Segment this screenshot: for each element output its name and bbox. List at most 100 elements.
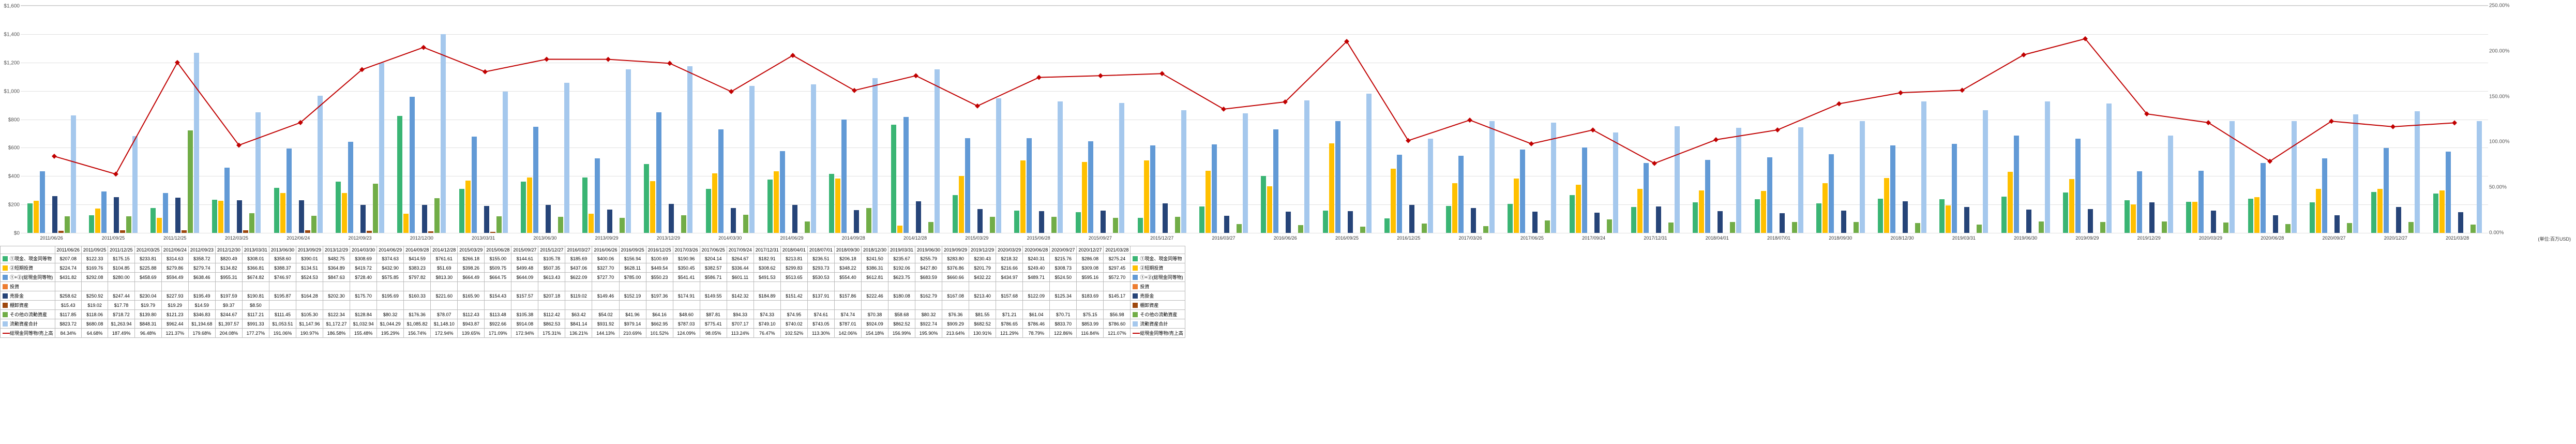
table-cell: $151.42 — [780, 291, 807, 301]
y-tick-left: $600 — [0, 145, 20, 151]
table-cell: $204.14 — [700, 254, 727, 263]
ratio-marker — [1713, 137, 1719, 142]
table-cell: 84.34% — [55, 329, 81, 338]
table-cell: $358.60 — [269, 254, 296, 263]
table-cell: $144.61 — [511, 254, 538, 263]
table-cell — [1104, 282, 1131, 291]
table-cell — [296, 301, 323, 310]
table-cell: $400.06 — [592, 254, 619, 263]
table-cell: $1,032.94 — [350, 319, 377, 329]
table-cell: $222.46 — [861, 291, 888, 301]
table-cell: $1,263.94 — [108, 319, 134, 329]
table-cell: $87.81 — [700, 310, 727, 319]
table-cell: 213.64% — [942, 329, 969, 338]
legend-swatch — [1133, 321, 1138, 327]
table-cell: $19.02 — [81, 301, 108, 310]
table-cell: $862.53 — [538, 319, 565, 329]
table-cell — [673, 301, 700, 310]
table-cell: $207.18 — [538, 291, 565, 301]
table-cell: $175.70 — [350, 291, 377, 301]
table-header-cell: 2017/09/24 — [727, 246, 754, 254]
table-cell: $266.18 — [458, 254, 485, 263]
table-cell — [700, 282, 727, 291]
table-cell — [404, 282, 431, 291]
table-cell — [834, 282, 861, 291]
table-cell — [81, 282, 108, 291]
table-cell: $749.10 — [754, 319, 780, 329]
table-cell: $489.71 — [1023, 273, 1050, 282]
table-cell: $190.81 — [242, 291, 269, 301]
table-header-cell: 2014/12/28 — [431, 246, 458, 254]
table-cell — [565, 301, 592, 310]
table-cell — [350, 301, 377, 310]
table-cell — [108, 282, 134, 291]
table-cell: $595.16 — [1077, 273, 1104, 282]
table-cell: $601.11 — [727, 273, 754, 282]
table-cell: $19.79 — [134, 301, 161, 310]
table-header-cell: 2011/12/25 — [108, 246, 134, 254]
table-cell — [780, 301, 807, 310]
x-tick: 2016/12/25 — [1378, 235, 1439, 241]
row-label-right: ①+②(総現金同等物) — [1131, 273, 1185, 282]
table-cell: $586.71 — [700, 273, 727, 282]
table-cell: 124.09% — [673, 329, 700, 338]
table-cell: $386.31 — [861, 263, 888, 273]
x-tick: 2014/12/28 — [884, 235, 946, 241]
y-tick-right: 50.00% — [2489, 185, 2519, 190]
table-cell: $348.22 — [834, 263, 861, 273]
table-cell: $327.70 — [592, 263, 619, 273]
y-tick-left: $800 — [0, 117, 20, 123]
table-cell — [673, 282, 700, 291]
table-cell: $255.79 — [915, 254, 942, 263]
table-cell: $922.74 — [915, 319, 942, 329]
table-cell: 191.06% — [269, 329, 296, 338]
table-cell — [565, 282, 592, 291]
table-cell: $308.73 — [1050, 263, 1077, 273]
table-cell: 136.21% — [565, 329, 592, 338]
table-cell: $279.86 — [161, 263, 188, 273]
table-cell — [780, 282, 807, 291]
ratio-marker — [2452, 120, 2457, 125]
table-cell — [727, 301, 754, 310]
table-cell: $550.23 — [646, 273, 673, 282]
table-cell: $174.91 — [673, 291, 700, 301]
table-cell: $336.44 — [727, 263, 754, 273]
legend-swatch — [3, 256, 8, 261]
table-cell — [485, 301, 511, 310]
table-cell: $623.75 — [888, 273, 915, 282]
legend-label: 棚卸資産 — [10, 303, 28, 308]
ratio-marker — [2390, 124, 2396, 129]
table-cell: $202.30 — [323, 291, 350, 301]
table-cell: $167.08 — [942, 291, 969, 301]
table-cell — [377, 282, 404, 291]
table-cell: $628.11 — [619, 263, 646, 273]
table-cell: 195.90% — [915, 329, 942, 338]
table-cell: $847.63 — [323, 273, 350, 282]
ratio-marker — [52, 154, 57, 159]
table-cell: $862.52 — [888, 319, 915, 329]
table-cell — [996, 301, 1023, 310]
table-cell: $70.38 — [861, 310, 888, 319]
table-row: 流動資産合計$823.72$680.08$1,263.94$848.31$962… — [1, 319, 1185, 329]
x-tick: 2019/06/30 — [1995, 235, 2056, 241]
table-header-cell: 2017/12/31 — [754, 246, 780, 254]
table-cell: $1,397.57 — [215, 319, 242, 329]
table-cell: $70.71 — [1050, 310, 1077, 319]
table-header-cell: 2020/09/27 — [1050, 246, 1077, 254]
table-cell — [323, 301, 350, 310]
row-label: 流動資産合計 — [1, 319, 55, 329]
table-cell — [1104, 301, 1131, 310]
x-tick: 2017/12/31 — [1624, 235, 1686, 241]
legend-label: ①+②(総現金同等物) — [1140, 275, 1183, 280]
table-cell: $142.32 — [727, 291, 754, 301]
table-cell: $308.01 — [242, 254, 269, 263]
table-cell: $482.75 — [323, 254, 350, 263]
table-cell: $197.59 — [215, 291, 242, 301]
table-header-cell: 2013/09/29 — [296, 246, 323, 254]
table-cell: $922.66 — [485, 319, 511, 329]
table-cell: $195.69 — [377, 291, 404, 301]
table-cell: $169.76 — [81, 263, 108, 273]
y-tick-right: 0.00% — [2489, 230, 2519, 236]
table-cell — [592, 282, 619, 291]
table-cell: $740.02 — [780, 319, 807, 329]
